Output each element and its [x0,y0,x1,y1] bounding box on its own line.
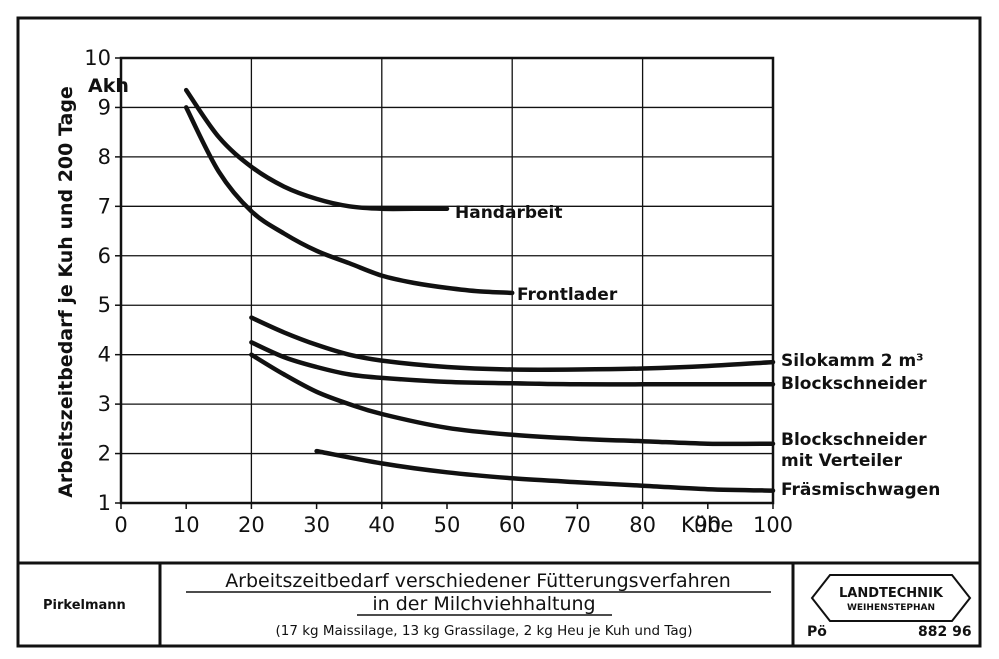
series-line-0 [183,87,450,212]
series-line-1 [183,105,515,296]
x-tick-label: 80 [629,513,656,537]
x-tick-label: 50 [434,513,461,537]
series-label-1: Frontlader [517,285,618,305]
x-tick-label: 10 [173,513,200,537]
y-tick-label: 10 [84,46,111,70]
x-tick-label: 30 [303,513,330,537]
series-label-2: Silokamm 2 m³ [781,351,924,371]
footer-code-right: 882 96 [918,624,972,640]
series-label-4: Blockschneider mit Verteiler [781,430,927,471]
y-tick-label: 5 [98,293,111,317]
y-tick-label: 1 [98,491,111,515]
series-label-5: Fräsmischwagen [781,480,940,500]
footer-subtitle: (17 kg Maissilage, 13 kg Grassilage, 2 k… [275,623,692,639]
logo-line1: LANDTECHNIK [839,586,944,601]
footer-author: Pirkelmann [43,598,126,613]
logo-hexagon [810,574,972,622]
series-lines [183,87,776,493]
y-axis-label: Arbeitszeitbedarf je Kuh und 200 Tage [55,86,77,498]
x-tick-label: 60 [499,513,526,537]
y-tick-label: 2 [98,442,111,466]
x-unit-label: Kühe [681,513,733,537]
series-label-0: Handarbeit [455,203,562,223]
y-unit-label: Akh [88,75,129,97]
series-label-3: Blockschneider [781,374,927,394]
series-line-3 [249,340,776,387]
x-tick-label: 100 [753,513,793,537]
y-tick-label: 9 [98,95,111,119]
series-line-2 [249,315,776,372]
outer-frame [16,16,982,648]
grid [121,58,773,503]
y-tick-label: 4 [98,343,111,367]
series-line-5 [314,448,776,493]
y-tick-label: 6 [98,244,111,268]
series-labels: Handarbeit Frontlader Silokamm 2 m³ Blocksc… [455,203,940,500]
x-tick-label: 40 [368,513,395,537]
x-tick-label: 0 [114,513,127,537]
footer-code-left: Pö [807,624,827,640]
logo-line2: WEIHENSTEPHAN [847,603,935,613]
y-tick-label: 3 [98,392,111,416]
y-tick-label: 7 [98,194,111,218]
plot-frame [119,56,775,505]
x-tick-label: 70 [564,513,591,537]
x-tick-label: 90 [694,513,721,537]
x-tick-label: 20 [238,513,265,537]
y-tick-label: 8 [98,145,111,169]
footer-title-line1: Arbeitszeitbedarf verschiedener Fütterun… [225,570,731,592]
tick-labels: 0 10 20 30 40 50 60 70 80 90 100 1 2 3 4 5 6 7 8 9 10 [84,46,793,537]
series-line-4 [249,352,776,447]
footer-title-line2: in der Milchviehhaltung [372,593,595,615]
